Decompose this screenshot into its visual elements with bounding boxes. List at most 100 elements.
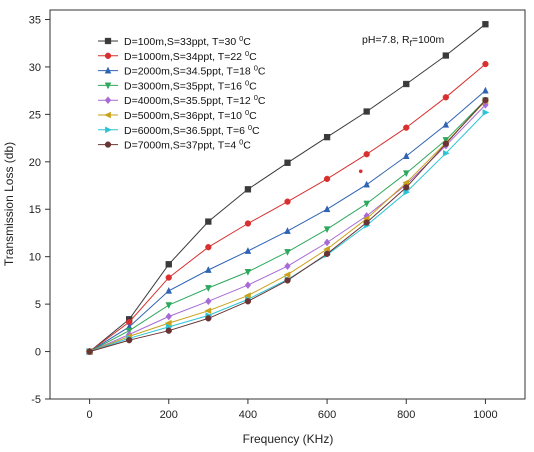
- data-point: [165, 274, 172, 281]
- data-point: [244, 269, 252, 276]
- legend-label: D=1000m,S=34ppt, T=22 0C: [124, 49, 257, 63]
- x-tick-label: 0: [87, 409, 93, 421]
- x-tick-label: 400: [239, 409, 257, 421]
- data-point: [482, 109, 490, 116]
- data-point: [244, 281, 252, 290]
- data-point: [363, 151, 370, 158]
- data-point: [205, 244, 212, 251]
- legend-marker: [105, 126, 112, 134]
- data-point: [442, 120, 450, 128]
- y-tick-label: 5: [35, 299, 41, 311]
- data-point: [284, 198, 291, 205]
- annotation-tail: =100m: [412, 34, 445, 46]
- y-tick-label: 10: [29, 252, 41, 264]
- data-point: [244, 247, 252, 254]
- legend-marker: [104, 141, 112, 148]
- legend-label-degree: 0: [254, 64, 258, 73]
- legend-label-main: D=3000m,S=35ppt, T=16: [124, 80, 245, 92]
- data-point: [323, 205, 331, 213]
- legend-marker: [104, 52, 112, 59]
- legend-label: D=3000m,S=35ppt, T=16 0C: [124, 78, 257, 92]
- data-point: [323, 133, 331, 141]
- legend-marker: [104, 111, 111, 119]
- legend-label: D=4000m,S=35.5ppt, T=12 0C: [124, 93, 266, 107]
- data-point: [165, 312, 172, 321]
- data-point: [205, 265, 212, 273]
- legend-marker: [104, 37, 112, 45]
- legend: D=100m,S=33ppt, T=30 0CD=1000m,S=34ppt, …: [98, 34, 266, 152]
- data-point: [363, 219, 370, 226]
- series-8: [86, 96, 489, 355]
- data-point: [204, 307, 212, 315]
- y-axis-label: Transmission Loss (db): [2, 142, 16, 266]
- data-point: [164, 319, 172, 327]
- y-tick-label: 30: [29, 62, 41, 74]
- legend-label-degree: 0: [239, 138, 243, 147]
- legend-label-degree: 0: [245, 108, 249, 117]
- legend-label-degree: 0: [245, 49, 249, 58]
- data-point: [323, 175, 331, 183]
- legend-label-degree: 0: [239, 34, 243, 43]
- data-point: [363, 200, 370, 208]
- data-point: [323, 250, 331, 257]
- data-point: [284, 249, 291, 256]
- legend-marker: [104, 96, 112, 105]
- data-point: [403, 124, 410, 131]
- legend-item: D=3000m,S=35ppt, T=16 0C: [98, 78, 257, 92]
- data-point: [86, 348, 93, 355]
- stray-data-point: [358, 169, 363, 174]
- legend-label-main: D=4000m,S=35.5ppt, T=12: [124, 95, 254, 107]
- data-point: [363, 108, 370, 115]
- data-point: [205, 285, 212, 292]
- data-point: [323, 226, 331, 234]
- annotation-subscript: f: [410, 39, 413, 48]
- legend-item: D=6000m,S=36.5ppt, T=6 0C: [98, 123, 260, 137]
- data-point: [244, 298, 252, 305]
- data-point: [283, 271, 291, 279]
- data-point: [442, 149, 450, 157]
- data-point: [284, 262, 291, 271]
- legend-label-unit: C: [243, 36, 251, 48]
- legend-label-main: D=7000m,S=37ppt, T=4: [124, 140, 239, 152]
- legend-label-unit: C: [249, 80, 257, 92]
- data-point: [284, 227, 291, 234]
- data-point: [442, 94, 449, 101]
- legend-label-degree: 0: [254, 93, 258, 102]
- legend-label-unit: C: [249, 51, 257, 63]
- data-point: [363, 180, 370, 188]
- legend-label-unit: C: [258, 95, 266, 107]
- data-point: [205, 315, 212, 322]
- data-point: [284, 277, 291, 284]
- data-point: [205, 218, 212, 225]
- data-point: [442, 140, 449, 147]
- data-point: [402, 152, 410, 159]
- data-point: [403, 188, 411, 196]
- data-point: [243, 292, 251, 299]
- data-point: [165, 286, 173, 294]
- data-point: [126, 337, 133, 344]
- data-point: [482, 21, 489, 28]
- legend-item: D=5000m,S=36ppt, T=10 0C: [98, 108, 257, 122]
- data-point: [165, 327, 172, 334]
- axes: 0 200 400 600 800 1000 -5 0 5 10 15 20 25 30 35: [29, 14, 498, 421]
- legend-label-degree: 0: [248, 123, 252, 132]
- data-point: [323, 238, 331, 247]
- data-point: [244, 186, 252, 193]
- legend-label-main: D=1000m,S=34ppt, T=22: [124, 51, 245, 63]
- legend-label-unit: C: [249, 110, 257, 122]
- legend-item: D=1000m,S=34ppt, T=22 0C: [98, 49, 257, 63]
- series-layer: [85, 21, 490, 356]
- legend-label-degree: 0: [245, 78, 249, 87]
- data-point: [482, 86, 489, 94]
- x-tick-label: 800: [397, 409, 415, 421]
- legend-item: D=100m,S=33ppt, T=30 0C: [98, 34, 251, 48]
- y-tick-label: 25: [29, 109, 41, 121]
- legend-item: D=2000m,S=34.5ppt, T=18 0C: [98, 64, 266, 78]
- legend-label: D=2000m,S=34.5ppt, T=18 0C: [124, 64, 266, 78]
- legend-label-unit: C: [243, 140, 251, 152]
- legend-item: D=4000m,S=35.5ppt, T=12 0C: [98, 93, 266, 107]
- annotation: pH=7.8, Rf=100m: [362, 34, 444, 48]
- legend-label-main: D=6000m,S=36.5ppt, T=6: [124, 125, 248, 137]
- data-point: [403, 184, 410, 191]
